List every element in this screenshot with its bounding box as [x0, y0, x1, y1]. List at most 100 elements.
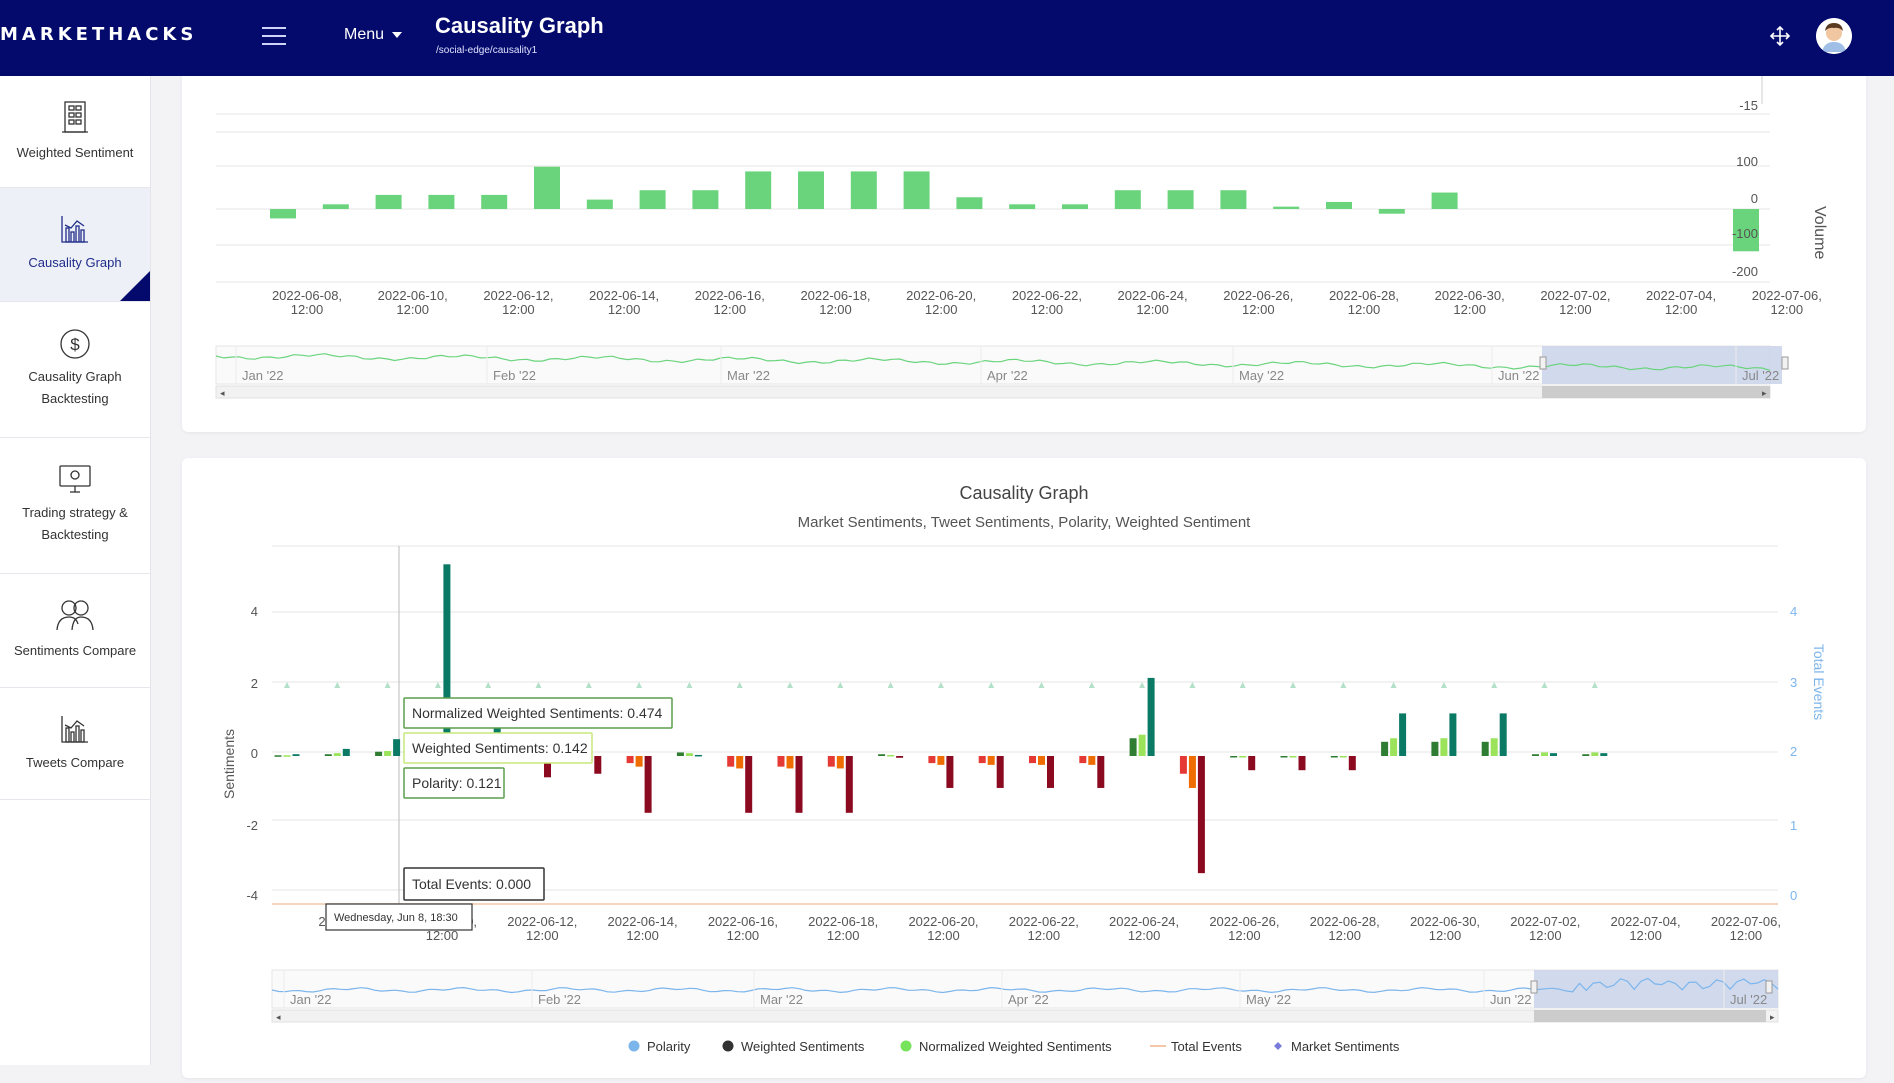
- menu-dropdown-button[interactable]: Menu: [344, 26, 403, 44]
- legend-item[interactable]: Polarity: [628, 1039, 691, 1054]
- sentiment-bar[interactable]: [946, 756, 954, 788]
- volume-bar[interactable]: [903, 171, 930, 209]
- volume-bar[interactable]: [1062, 204, 1088, 209]
- sentiment-bar[interactable]: [324, 754, 332, 756]
- scrollbar[interactable]: [271, 1009, 1779, 1023]
- sentiment-bar[interactable]: [384, 750, 392, 756]
- market-sentiment-marker[interactable]: [1340, 682, 1347, 688]
- market-sentiment-marker[interactable]: [1541, 682, 1548, 688]
- sentiment-bar[interactable]: [1481, 741, 1489, 756]
- sentiment-bar[interactable]: [1289, 756, 1297, 758]
- sentiment-bar[interactable]: [1188, 756, 1196, 788]
- sentiment-bar[interactable]: [727, 756, 735, 767]
- volume-bar[interactable]: [586, 199, 613, 209]
- volume-bar[interactable]: [639, 190, 666, 209]
- volume-bar[interactable]: [428, 194, 455, 209]
- market-sentiment-marker[interactable]: [1390, 682, 1397, 688]
- sentiment-bar[interactable]: [676, 752, 684, 756]
- volume-bar[interactable]: [1378, 209, 1405, 214]
- sidebar-item-weighted-sentiment[interactable]: Weighted Sentiment: [0, 76, 150, 188]
- sentiment-bar[interactable]: [594, 756, 602, 774]
- sentiment-bar[interactable]: [644, 756, 652, 813]
- navigator-handle[interactable]: [1781, 356, 1789, 370]
- sentiment-bar[interactable]: [1431, 741, 1439, 756]
- navigator-handle[interactable]: [1539, 356, 1547, 370]
- sentiment-bar[interactable]: [1440, 738, 1448, 756]
- market-sentiment-marker[interactable]: [535, 682, 542, 688]
- sentiment-bar[interactable]: [1138, 734, 1146, 756]
- sentiment-bar[interactable]: [1147, 677, 1155, 756]
- sentiment-bar[interactable]: [443, 564, 451, 756]
- sentiment-bar[interactable]: [1499, 713, 1507, 756]
- market-sentiment-marker[interactable]: [1440, 682, 1447, 688]
- sentiment-bar[interactable]: [1490, 738, 1498, 756]
- sentiment-bar[interactable]: [685, 753, 693, 756]
- volume-bar[interactable]: [481, 194, 508, 209]
- sentiment-bar[interactable]: [1298, 756, 1306, 771]
- market-sentiment-marker[interactable]: [585, 682, 592, 688]
- sentiment-bar[interactable]: [1390, 738, 1398, 756]
- market-sentiment-marker[interactable]: [988, 682, 995, 688]
- volume-bar[interactable]: [1273, 206, 1300, 209]
- volume-bar[interactable]: [850, 171, 877, 209]
- sentiment-bar[interactable]: [745, 756, 753, 813]
- sentiment-bar[interactable]: [1449, 713, 1457, 756]
- volume-bar[interactable]: [375, 194, 402, 209]
- legend-item[interactable]: Weighted Sentiments: [722, 1039, 865, 1054]
- sentiment-bar[interactable]: [1280, 756, 1288, 758]
- sentiment-bar[interactable]: [626, 756, 634, 764]
- market-sentiment-marker[interactable]: [1290, 682, 1296, 688]
- market-sentiment-marker[interactable]: [937, 682, 944, 688]
- navigator-handle[interactable]: [1530, 980, 1538, 994]
- sentiment-bar[interactable]: [274, 755, 282, 757]
- market-sentiment-marker[interactable]: [1139, 682, 1146, 688]
- market-sentiment-marker[interactable]: [887, 682, 894, 688]
- logo[interactable]: MARKETHACKS: [0, 24, 198, 45]
- sentiment-bar[interactable]: [836, 756, 844, 769]
- sentiment-bar[interactable]: [786, 756, 794, 769]
- market-sentiment-marker[interactable]: [1591, 682, 1598, 688]
- market-sentiment-marker[interactable]: [686, 682, 693, 688]
- sentiment-bar[interactable]: [937, 756, 945, 765]
- market-sentiment-marker[interactable]: [1038, 682, 1045, 688]
- sidebar-item-causality-graph-backtesting[interactable]: $ Causality Graph Backtesting: [0, 302, 150, 438]
- volume-bar[interactable]: [956, 197, 983, 209]
- sentiment-bar[interactable]: [1129, 738, 1137, 756]
- market-sentiment-marker[interactable]: [334, 682, 341, 688]
- sentiment-bar[interactable]: [342, 748, 350, 756]
- scrollbar[interactable]: [215, 385, 1771, 399]
- sentiment-bar[interactable]: [736, 756, 744, 769]
- navigator[interactable]: Jan '22 Feb '22 Mar '22 Apr '22 May '22 Jun '…: [271, 969, 1779, 1023]
- market-sentiment-marker[interactable]: [787, 682, 793, 688]
- sidebar-item-tweets-compare[interactable]: Tweets Compare: [0, 688, 150, 800]
- volume-bar[interactable]: [1431, 192, 1458, 209]
- sentiment-bar[interactable]: [1330, 756, 1338, 758]
- sentiment-bar[interactable]: [1038, 756, 1045, 765]
- market-sentiment-marker[interactable]: [1239, 682, 1246, 688]
- sentiment-bar[interactable]: [1088, 756, 1096, 765]
- sentiment-bar[interactable]: [694, 754, 702, 757]
- sentiment-bar[interactable]: [1541, 752, 1548, 756]
- volume-bar[interactable]: [534, 166, 560, 209]
- sentiment-bar[interactable]: [1197, 756, 1205, 874]
- causality-chart[interactable]: Causality Graph Market Sentiments, Tweet…: [182, 458, 1866, 1078]
- volume-bar[interactable]: [1326, 201, 1352, 209]
- navigator[interactable]: Jan '22 Feb '22 Mar '22 Apr '22 May '22 Jun '…: [215, 345, 1789, 399]
- sentiment-bar[interactable]: [795, 756, 803, 813]
- sentiment-bar[interactable]: [887, 754, 895, 757]
- sentiment-bar[interactable]: [996, 756, 1004, 788]
- volume-bar[interactable]: [798, 171, 824, 209]
- volume-bar[interactable]: [1167, 190, 1194, 209]
- sidebar-item-sentiments-compare[interactable]: Sentiments Compare: [0, 574, 150, 688]
- sentiment-bar[interactable]: [1591, 752, 1599, 756]
- legend-item[interactable]: Market Sentiments: [1274, 1039, 1400, 1054]
- volume-bar[interactable]: [270, 209, 296, 219]
- sentiment-bar[interactable]: [1230, 756, 1238, 758]
- market-sentiment-marker[interactable]: [1491, 682, 1498, 688]
- market-sentiment-marker[interactable]: [384, 682, 391, 688]
- sentiment-bar[interactable]: [375, 751, 383, 756]
- sentiment-bar[interactable]: [1179, 756, 1187, 774]
- sentiment-bar[interactable]: [1339, 756, 1347, 758]
- sentiment-bar[interactable]: [1079, 756, 1087, 764]
- sentiment-bar[interactable]: [292, 754, 300, 756]
